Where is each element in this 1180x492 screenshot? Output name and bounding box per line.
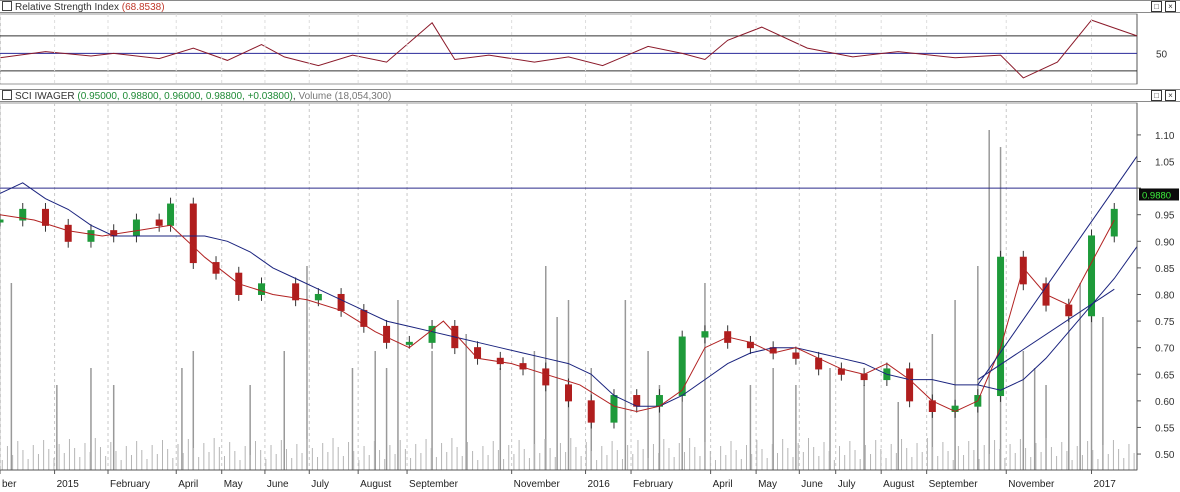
candle-down — [64, 224, 72, 242]
price-tick-label: 0.75 — [1155, 317, 1175, 328]
candle-down — [1065, 304, 1073, 317]
candle-down — [906, 368, 914, 402]
volume-value: (18,054,300) — [334, 91, 392, 102]
candle-down — [189, 203, 197, 264]
candle-up — [1088, 235, 1096, 317]
date-tick-label: 2016 — [588, 479, 611, 490]
candle-up — [428, 325, 436, 343]
candle-down — [633, 395, 641, 407]
panel-menu-icon[interactable] — [2, 90, 12, 100]
candle-up — [132, 219, 140, 237]
candle-up — [701, 331, 709, 338]
date-tick-label: June — [801, 479, 823, 490]
candle-down — [155, 219, 163, 226]
price-tick-label: 1.05 — [1155, 158, 1175, 169]
candle-up — [1110, 208, 1118, 237]
candle-up — [167, 203, 175, 226]
price-window-buttons: □ × — [1148, 90, 1176, 103]
candle-up — [314, 293, 322, 301]
price-tick-label: 1.10 — [1155, 131, 1175, 142]
trend-line — [977, 288, 1115, 381]
maximize-icon[interactable]: □ — [1151, 90, 1162, 101]
volume-label: Volume — [298, 91, 332, 102]
rsi-series-line — [0, 19, 1138, 79]
candle-up — [258, 283, 266, 295]
maximize-icon[interactable]: □ — [1151, 1, 1162, 12]
date-tick-label: May — [224, 479, 243, 490]
price-tick-label: 0.90 — [1155, 237, 1175, 248]
candle-down — [565, 384, 572, 402]
candle-down — [496, 357, 504, 365]
close-icon[interactable]: × — [1165, 1, 1176, 12]
price-tick-label: 0.95 — [1155, 211, 1175, 222]
date-tick-label: May — [758, 479, 777, 490]
rsi-plot-area — [0, 13, 1138, 85]
candle-up — [997, 256, 1005, 397]
date-tick-label: June — [267, 479, 289, 490]
price-tick-label: 0.80 — [1155, 290, 1175, 301]
date-tick-label: February — [110, 479, 150, 490]
price-panel-header: SCI IWAGER (0.95000, 0.98800, 0.96000, 0… — [0, 89, 1180, 102]
candle-down — [41, 208, 49, 226]
date-tick-label: February — [633, 479, 673, 490]
candle-down — [587, 400, 595, 423]
rsi-window-buttons: □ × — [1148, 1, 1176, 14]
rsi-value: (68.8538) — [121, 2, 165, 13]
candle-up — [0, 219, 4, 223]
date-tick-label: September — [409, 479, 459, 490]
date-tick-label: August — [360, 479, 391, 490]
date-tick-label: November — [514, 479, 561, 490]
candle-up — [87, 230, 95, 242]
candle-up — [610, 395, 618, 423]
rsi-panel-header: Relative Strength Index (68.8538) □ × — [0, 0, 1180, 13]
date-tick-label: April — [178, 479, 198, 490]
candle-down — [542, 368, 550, 386]
rsi-tick-label: 50 — [1156, 49, 1168, 60]
panel-menu-icon[interactable] — [2, 1, 12, 11]
candle-up — [405, 341, 413, 345]
last-price-tag-text: 0.9880 — [1142, 190, 1171, 201]
candle-down — [292, 283, 300, 301]
volume-sep: , — [292, 91, 299, 102]
candle-up — [19, 208, 27, 221]
candle-down — [337, 293, 345, 311]
date-tick-label: August — [883, 479, 914, 490]
candle-down — [1019, 256, 1027, 285]
long-moving-average-line — [0, 182, 1138, 407]
price-tick-label: 0.50 — [1155, 450, 1175, 461]
short-moving-average-line — [0, 214, 1115, 413]
last-price-tag — [1139, 188, 1179, 201]
candle-down — [360, 309, 368, 327]
price-tick-label: 0.85 — [1155, 264, 1175, 275]
candle-down — [792, 352, 800, 359]
candle-down — [928, 400, 936, 412]
price-tick-label: 0.70 — [1155, 344, 1175, 355]
price-tick-label: 0.55 — [1155, 423, 1175, 434]
date-tick-label: July — [311, 479, 329, 490]
date-tick-label: July — [838, 479, 856, 490]
date-tick-label: 2015 — [57, 479, 80, 490]
trend-line — [977, 155, 1138, 386]
price-tick-label: 0.65 — [1155, 370, 1175, 381]
date-tick-label: 2017 — [1094, 479, 1117, 490]
security-name: SCI IWAGER — [15, 91, 75, 102]
date-tick-label: September — [929, 479, 979, 490]
candle-down — [383, 325, 391, 343]
date-tick-label: ber — [2, 479, 17, 490]
candle-down — [860, 373, 868, 381]
date-tick-label: November — [1008, 479, 1055, 490]
price-tick-label: 0.60 — [1155, 397, 1175, 408]
quote-values: (0.95000, 0.98800, 0.96000, 0.98800, +0.… — [77, 91, 293, 102]
date-tick-label: April — [713, 479, 733, 490]
close-icon[interactable]: × — [1165, 90, 1176, 101]
candle-down — [815, 357, 823, 370]
rsi-title: Relative Strength Index — [15, 2, 119, 13]
